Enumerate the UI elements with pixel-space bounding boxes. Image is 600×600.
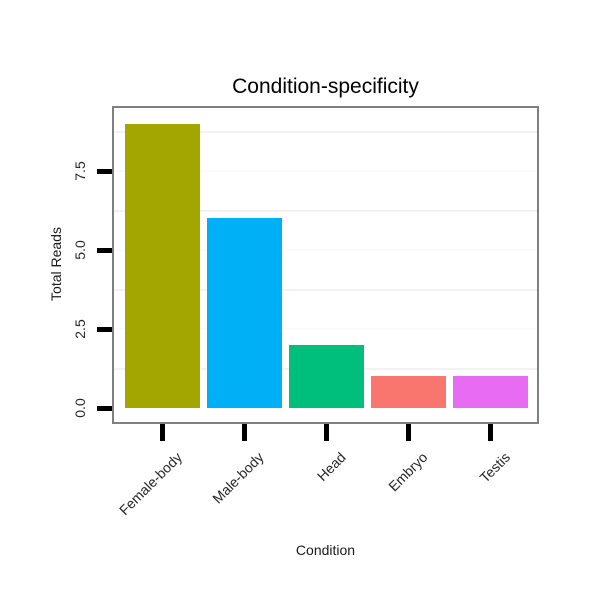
x-tick-label: Female-body — [115, 449, 185, 519]
y-tick-label: 7.5 — [72, 161, 88, 181]
major-gridline — [114, 328, 537, 330]
x-axis-tick — [406, 424, 411, 441]
x-tick-label: Male-body — [209, 449, 267, 507]
y-axis-tick — [97, 168, 112, 174]
minor-gridline — [114, 209, 537, 212]
plot-panel — [112, 106, 539, 424]
x-axis-tick — [488, 424, 493, 441]
major-gridline — [114, 170, 537, 172]
x-axis-tick — [242, 424, 247, 441]
y-axis-tick — [97, 326, 112, 332]
bar-female-body — [125, 123, 200, 408]
y-axis-tick — [97, 405, 112, 411]
bar-head — [289, 344, 364, 408]
minor-gridline — [114, 288, 537, 291]
bar-testis — [453, 376, 528, 408]
x-tick-label: Embryo — [385, 449, 431, 495]
bar-embryo — [371, 376, 446, 408]
x-tick-label: Head — [313, 449, 349, 484]
y-axis-tick — [97, 247, 112, 253]
y-tick-label: 2.5 — [72, 319, 88, 339]
y-tick-label: 0.0 — [72, 398, 88, 418]
x-axis-tick — [324, 424, 329, 441]
minor-gridline — [114, 130, 537, 133]
x-axis-tick — [160, 424, 165, 441]
chart-title: Condition-specificity — [232, 75, 419, 98]
major-gridline — [114, 249, 537, 251]
x-axis-title: Condition — [295, 542, 356, 558]
y-axis-title: Total Reads — [48, 227, 64, 301]
bar-male-body — [207, 218, 282, 408]
x-tick-label: Testis — [476, 449, 513, 486]
